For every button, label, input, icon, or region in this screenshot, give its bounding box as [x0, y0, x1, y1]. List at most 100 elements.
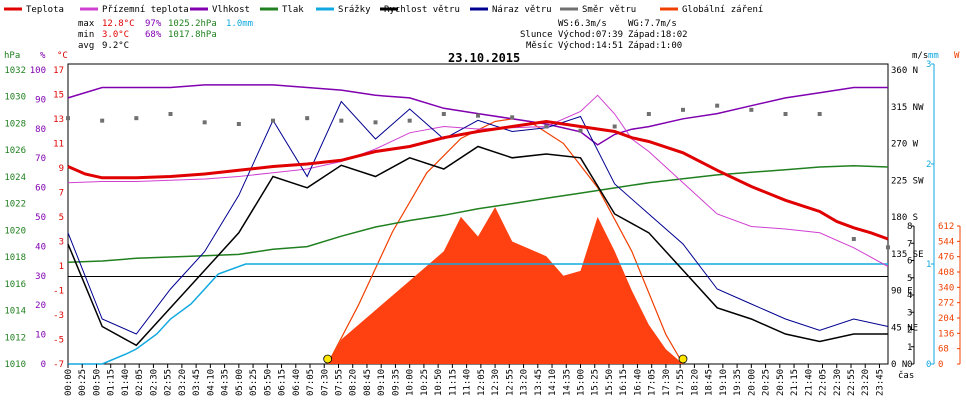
- wind-axis-label: 8: [907, 222, 912, 232]
- series-temperature: [67, 119, 889, 241]
- axis-title-wind: m/s: [912, 51, 928, 61]
- x-tick-label: 16:15: [619, 369, 629, 396]
- x-tick-label: 22:30: [833, 369, 843, 396]
- hpa-tick-label: 1028: [4, 119, 26, 129]
- x-tick-label: 20:00: [747, 369, 757, 396]
- x-tick-label: 08:45: [363, 369, 373, 396]
- direction-point: [681, 107, 685, 112]
- legend-item-direction: Směr větru: [560, 5, 636, 15]
- legend-label: Srážky: [338, 5, 371, 15]
- stat-max-rain: 1.0mm: [226, 19, 253, 29]
- humidity-tick-label: 50: [35, 213, 46, 223]
- radiation-axis-label: 612: [938, 222, 954, 232]
- humidity-tick-label: 60: [35, 184, 46, 194]
- temp-tick-label: 3: [59, 238, 64, 248]
- x-tick-label: 18:20: [690, 369, 700, 396]
- legend-label: Směr větru: [582, 5, 636, 15]
- wind-axis-label: 2: [907, 326, 912, 336]
- legend-item-gust: Náraz větru: [470, 5, 552, 15]
- stat-min-humidity: 68%: [145, 30, 162, 40]
- sun-label: Slunce: [520, 30, 553, 40]
- humidity-tick-label: 90: [35, 95, 46, 105]
- direction-tick-label: 45 NE: [891, 323, 918, 333]
- temp-tick-label: 11: [53, 140, 64, 150]
- direction-tick-label: 360 N: [891, 66, 918, 76]
- direction-point: [407, 118, 412, 123]
- info-block: WS:6.3m/s WG:7.7m/s Slunce Východ:07:39 …: [520, 19, 688, 51]
- x-tick-label: 05:50: [263, 369, 273, 396]
- legend-label: Tlak: [282, 5, 304, 15]
- series-wind-gust: [67, 100, 889, 335]
- hpa-tick-label: 1020: [4, 226, 26, 236]
- legend-item-rain: Srážky: [316, 5, 371, 15]
- x-tick-label: 02:30: [149, 369, 159, 396]
- legend-item-radiation: Globální záření: [660, 5, 763, 15]
- hpa-tick-label: 1024: [4, 173, 26, 183]
- rain-axis-label: 2: [926, 160, 931, 170]
- radiation-axis-label: 544: [938, 237, 954, 247]
- x-tick-label: 22:55: [847, 369, 857, 396]
- hpa-tick-label: 1012: [4, 333, 26, 343]
- direction-point: [886, 245, 890, 250]
- rain-axis-label: 1: [926, 260, 931, 270]
- x-tick-label: 15:25: [591, 369, 601, 396]
- series-layer: [66, 84, 890, 365]
- direction-tick-label: 315 NW: [891, 103, 924, 113]
- temp-tick-label: -1: [53, 287, 64, 297]
- x-tick-label: 02:55: [164, 369, 174, 396]
- x-tick-label: 01:40: [121, 369, 131, 396]
- humidity-tick-label: 40: [35, 242, 46, 252]
- direction-point: [510, 115, 515, 120]
- chart-title: 23.10.2015: [448, 51, 520, 65]
- axis-title-hpa: hPa: [4, 51, 20, 61]
- temp-tick-label: -7: [53, 360, 64, 370]
- legend-item-wind: Rychlost větru: [380, 5, 460, 15]
- legend: Teplota Přízemní teplota Vlhkost Tlak Sr…: [4, 5, 763, 15]
- x-tick-label: 06:15: [278, 369, 288, 396]
- wind-axis-label: 1: [907, 343, 912, 353]
- direction-point: [612, 124, 617, 129]
- x-tick-label: 21:40: [804, 369, 814, 396]
- x-tick-label: 09:35: [391, 369, 401, 396]
- radiation-axis-label: 340: [938, 283, 954, 293]
- x-tick-label: 00:00: [64, 369, 74, 396]
- direction-point: [100, 118, 105, 123]
- legend-label: Teplota: [26, 5, 64, 15]
- stat-max-label: max: [78, 19, 95, 29]
- humidity-tick-label: 20: [35, 301, 46, 311]
- direction-point: [271, 118, 275, 123]
- temp-tick-label: 15: [53, 91, 64, 101]
- temp-tick-label: 17: [53, 66, 64, 76]
- x-tick-label: 13:20: [520, 369, 530, 396]
- x-tick-label: 04:10: [206, 369, 216, 396]
- x-tick-label: 11:15: [448, 369, 458, 396]
- stat-min-temp: 3.0°C: [102, 30, 129, 40]
- x-tick-label: 12:55: [505, 369, 515, 396]
- humidity-tick-label: 100: [30, 66, 46, 76]
- radiation-axis-label: 476: [938, 253, 954, 263]
- x-tick-label: 21:15: [790, 369, 800, 396]
- moonset: Západ:1:00: [628, 41, 682, 51]
- x-tick-label: 23:45: [875, 369, 885, 396]
- radiation-axis-label: 272: [938, 299, 954, 309]
- x-tick-label: 07:55: [334, 369, 344, 396]
- radiation-axis-label: 68: [938, 345, 949, 355]
- radiation-axis-label: 204: [938, 314, 954, 324]
- direction-point: [339, 118, 344, 123]
- direction-point: [578, 128, 583, 133]
- series-radiation: [327, 207, 683, 364]
- stat-min-label: min: [78, 30, 94, 40]
- radiation-axis-label: 0: [938, 360, 943, 370]
- direction-tick-label: 270 W: [891, 140, 919, 150]
- legend-label: Náraz větru: [492, 5, 552, 15]
- legend-label: Vlhkost: [212, 5, 250, 15]
- direction-point: [715, 103, 720, 108]
- direction-tick-label: 180 S: [891, 213, 918, 223]
- x-tick-label: 10:25: [420, 369, 430, 396]
- hpa-tick-label: 1026: [4, 146, 26, 156]
- moon-label: Měsíc: [526, 41, 553, 51]
- x-ticks-layer: 00:00 00:25 00:50 01:15 01:40 02:05 02:30 02:55…: [64, 364, 885, 396]
- direction-point: [305, 116, 310, 121]
- radiation-axis-label: 408: [938, 268, 954, 278]
